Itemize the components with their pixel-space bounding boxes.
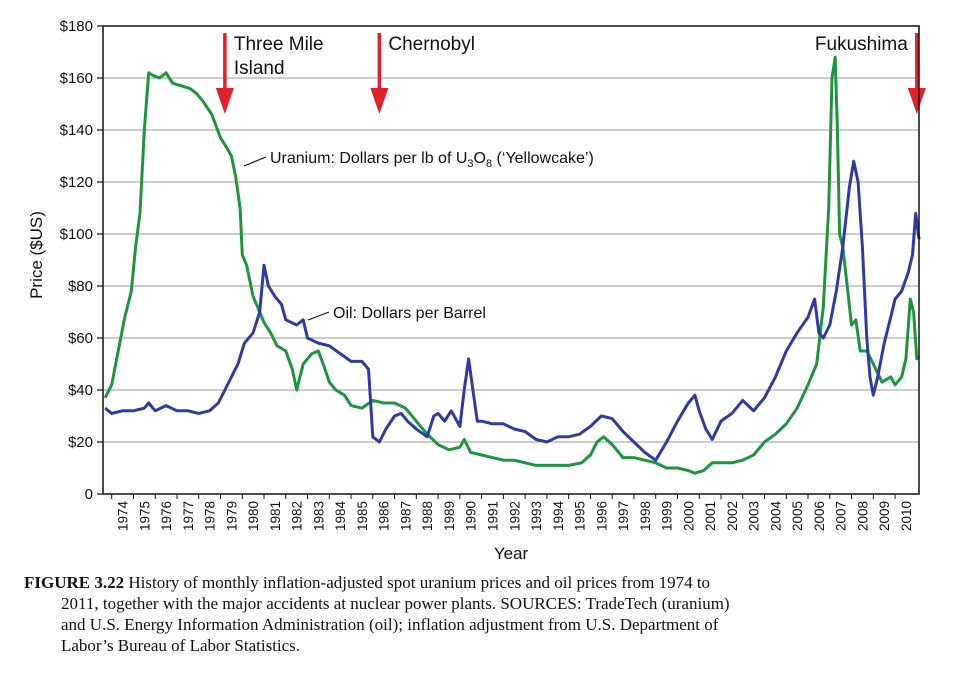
x-tick-label-8: 1982	[290, 501, 305, 531]
x-tick-label-31: 2005	[790, 501, 805, 531]
three-mile-island-arrow-head	[215, 88, 234, 114]
x-tick-label-25: 1999	[660, 501, 675, 531]
data-series	[103, 55, 921, 475]
x-tick-label-1: 1975	[137, 501, 152, 531]
uranium-leader-line	[243, 156, 267, 167]
x-tick-label-0: 1974	[116, 501, 131, 532]
y-tick-label-5: $100	[60, 226, 93, 243]
uranium-annotation-sub2: 8	[486, 158, 492, 170]
x-tick-label-11: 1985	[355, 501, 370, 531]
caption-line-2: 2011, together with the major accidents …	[61, 594, 730, 613]
uranium-annotation-text3: (‘Yellowcake’)	[492, 150, 594, 167]
caption-line-3: and U.S. Energy Information Administrati…	[61, 615, 719, 634]
event-markers: Three Mile Island Chernobyl Fukushima	[215, 33, 926, 114]
fukushima-label-0: Fukushima	[815, 34, 908, 55]
x-tick-label-24: 1998	[638, 501, 653, 531]
oil-leader-line	[307, 311, 330, 321]
uranium-annotation: Uranium: Dollars per lb of U3O8 (‘Yellow…	[243, 150, 594, 170]
three-mile-island-label-0: Three Mile	[234, 34, 324, 55]
x-tick-label-29: 2003	[747, 501, 762, 531]
price-history-chart: 0$20$40$60$80$100$120$140$160$180 1974 19…	[27, 18, 926, 563]
x-tick-label-28: 2002	[725, 501, 740, 531]
x-tick-label-23: 1997	[616, 501, 631, 531]
oil-annotation-text: Oil: Dollars per Barrel	[333, 305, 486, 322]
y-tick-label-1: $20	[68, 434, 93, 451]
svg-text:Uranium: Dollars per lb of U3O: Uranium: Dollars per lb of U3O8 (‘Yellow…	[270, 150, 594, 170]
y-tick-label-2: $40	[68, 382, 93, 399]
x-tick-label-33: 2007	[834, 501, 849, 531]
caption-line-1: History of monthly inflation-adjusted sp…	[124, 573, 711, 592]
y-tick-label-9: $180	[60, 18, 93, 35]
y-tick-label-4: $80	[68, 278, 93, 295]
oil-series-line	[104, 159, 921, 462]
x-tick-label-15: 1989	[442, 501, 457, 531]
y-axis-ticks: 0 $20 $40 $60 $80 $100 $120 $140 $160 $180	[60, 18, 103, 503]
chernobyl-label-0: Chernobyl	[388, 34, 475, 55]
x-tick-label-4: 1978	[203, 501, 218, 531]
x-tick-label-9: 1983	[311, 501, 326, 531]
x-tick-label-7: 1981	[268, 501, 283, 531]
x-axis-label: Year	[494, 544, 529, 563]
x-tick-label-34: 2008	[855, 501, 870, 531]
x-tick-label-27: 2001	[703, 501, 718, 531]
uranium-annotation-text: Uranium: Dollars per lb of U	[270, 150, 467, 167]
x-tick-label-10: 1984	[333, 501, 348, 532]
x-tick-label-13: 1987	[398, 501, 413, 531]
x-tick-label-26: 2000	[681, 501, 696, 531]
x-tick-label-35: 2009	[877, 501, 892, 531]
plot-frame	[102, 25, 920, 495]
x-tick-label-18: 1992	[507, 501, 522, 531]
fukushima-arrow-head	[907, 88, 926, 114]
y-axis-label: Price ($US)	[27, 211, 46, 299]
chernobyl-arrow-head	[370, 88, 389, 114]
x-tick-label-14: 1988	[420, 501, 435, 531]
oil-annotation: Oil: Dollars per Barrel	[307, 305, 486, 322]
uranium-annotation-sub1: 3	[467, 158, 473, 170]
y-tick-label-7: $140	[60, 122, 93, 139]
gridlines	[103, 77, 919, 443]
x-tick-label-32: 2006	[812, 501, 827, 531]
uranium-series-line	[103, 55, 921, 475]
x-tick-label-17: 1991	[486, 501, 501, 531]
figure-caption: FIGURE 3.22 History of monthly inflation…	[24, 572, 944, 656]
x-tick-label-36: 2010	[899, 501, 914, 531]
three-mile-island-event: Three Mile Island	[215, 33, 324, 114]
x-tick-label-3: 1977	[181, 501, 196, 531]
caption-line-4: Labor’s Bureau of Labor Statistics.	[61, 636, 301, 655]
x-tick-label-20: 1994	[551, 501, 566, 532]
three-mile-island-label-1: Island	[234, 58, 285, 79]
figure-label: FIGURE 3.22	[24, 573, 125, 592]
x-tick-label-30: 2004	[768, 501, 783, 532]
y-tick-label-3: $60	[68, 330, 93, 347]
x-tick-label-22: 1996	[594, 501, 609, 531]
x-tick-label-16: 1990	[464, 501, 479, 531]
x-axis-ticks: 1974 1975 1976 1977 1978 1979 1980 1981 1982 1983…	[111, 494, 914, 532]
x-tick-label-6: 1980	[246, 501, 261, 531]
x-tick-label-12: 1986	[377, 501, 392, 531]
y-tick-label-6: $120	[60, 174, 93, 191]
x-tick-label-19: 1993	[529, 501, 544, 531]
chernobyl-event: Chernobyl	[370, 33, 475, 114]
x-tick-label-21: 1995	[573, 501, 588, 531]
x-tick-label-5: 1979	[224, 501, 239, 531]
fukushima-event: Fukushima	[815, 33, 926, 114]
y-tick-label-8: $160	[60, 70, 93, 87]
y-tick-label-0: 0	[85, 486, 93, 503]
x-tick-label-2: 1976	[159, 501, 174, 531]
uranium-annotation-text2: O	[474, 150, 486, 167]
